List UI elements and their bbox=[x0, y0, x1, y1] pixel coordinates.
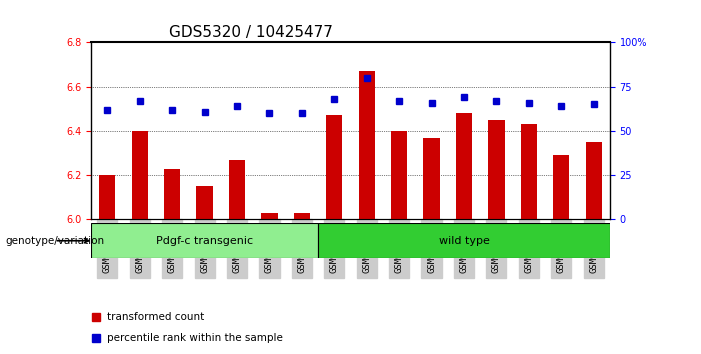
Bar bbox=[489, 120, 505, 219]
Bar bbox=[423, 138, 440, 219]
Bar bbox=[294, 213, 310, 219]
Text: percentile rank within the sample: percentile rank within the sample bbox=[107, 333, 283, 343]
Bar bbox=[521, 124, 537, 219]
Bar bbox=[318, 223, 610, 258]
Bar bbox=[261, 213, 278, 219]
Bar bbox=[456, 113, 472, 219]
Text: GDS5320 / 10425477: GDS5320 / 10425477 bbox=[169, 25, 333, 40]
Bar bbox=[229, 160, 245, 219]
Bar bbox=[132, 131, 148, 219]
Bar bbox=[164, 169, 180, 219]
Text: transformed count: transformed count bbox=[107, 312, 204, 322]
Bar bbox=[91, 223, 318, 258]
Text: Pdgf-c transgenic: Pdgf-c transgenic bbox=[156, 236, 253, 246]
Bar bbox=[359, 71, 375, 219]
Bar bbox=[100, 175, 116, 219]
Bar bbox=[196, 186, 212, 219]
Bar bbox=[585, 142, 601, 219]
Text: wild type: wild type bbox=[439, 236, 489, 246]
Bar bbox=[391, 131, 407, 219]
Text: genotype/variation: genotype/variation bbox=[5, 236, 104, 246]
Bar bbox=[326, 115, 342, 219]
Bar bbox=[553, 155, 569, 219]
